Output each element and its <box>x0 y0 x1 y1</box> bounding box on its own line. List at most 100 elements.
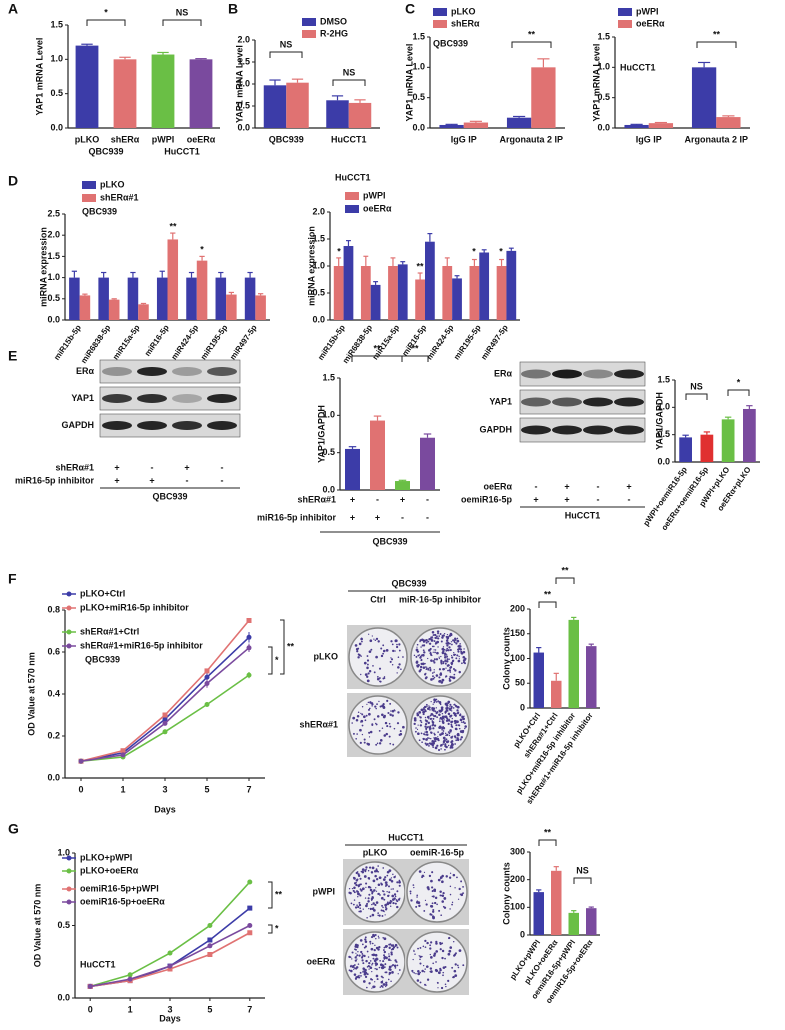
colony <box>462 661 466 664</box>
plate-title: HuCCT1 <box>388 832 424 842</box>
colony <box>448 708 451 710</box>
colony <box>416 712 419 715</box>
colony <box>419 724 423 727</box>
colony <box>459 643 461 645</box>
colony <box>362 962 365 965</box>
colony <box>434 968 438 972</box>
condition-sign: + <box>149 475 154 485</box>
colony <box>429 653 433 656</box>
colony <box>398 733 401 737</box>
bar <box>551 680 562 708</box>
bar <box>186 277 197 320</box>
colony <box>389 742 392 745</box>
colony <box>376 978 379 981</box>
colony <box>379 739 383 742</box>
colony <box>382 703 385 706</box>
colony <box>370 871 374 874</box>
cell-line-label: QBC939 <box>152 491 187 501</box>
colony <box>422 737 425 741</box>
colony <box>356 904 358 906</box>
bar <box>442 266 453 320</box>
colony <box>427 640 430 643</box>
point <box>247 923 253 928</box>
colony <box>439 733 442 736</box>
sig-label: * <box>472 246 476 256</box>
colony <box>352 889 355 892</box>
sig-label: ** <box>169 221 177 231</box>
colony <box>422 945 425 948</box>
colony <box>432 742 435 745</box>
colony <box>433 901 437 905</box>
colony <box>363 661 367 665</box>
colony <box>455 705 458 708</box>
colony <box>460 893 464 897</box>
colony <box>442 646 445 648</box>
colony <box>449 642 451 645</box>
colony <box>438 635 441 637</box>
plate-row-label: pWPI <box>313 886 336 896</box>
colony <box>372 933 375 937</box>
colony <box>440 986 444 990</box>
colony <box>385 883 388 887</box>
colony <box>362 908 364 910</box>
colony <box>451 717 453 720</box>
colony <box>430 701 432 703</box>
colony <box>447 731 450 733</box>
colony <box>427 668 430 671</box>
point <box>167 950 173 956</box>
colony <box>389 905 392 907</box>
colony <box>432 746 435 748</box>
colony <box>432 675 434 678</box>
blot-band <box>552 369 582 379</box>
colony <box>450 663 453 666</box>
colony <box>379 986 382 988</box>
colony <box>436 716 439 719</box>
colony <box>357 656 360 659</box>
colony <box>448 876 452 879</box>
colony <box>431 902 434 905</box>
colony <box>386 870 390 874</box>
colony <box>377 883 381 887</box>
colony <box>440 748 442 750</box>
colony <box>426 705 428 707</box>
colony <box>388 943 391 946</box>
colony <box>415 901 419 904</box>
blot-band <box>552 425 582 435</box>
colony <box>363 738 366 741</box>
cell-line-label: HuCCT1 <box>565 510 601 520</box>
point <box>87 983 93 989</box>
colony <box>439 967 442 970</box>
colony <box>390 951 393 954</box>
colony <box>435 635 438 638</box>
colony <box>443 906 447 909</box>
colony <box>366 986 368 989</box>
sig-bracket <box>86 19 126 26</box>
colony <box>449 729 452 732</box>
colony <box>442 660 445 663</box>
colony <box>361 943 364 946</box>
colony <box>427 721 430 725</box>
legend-marker <box>66 591 72 597</box>
colony <box>364 975 368 978</box>
colony <box>430 970 433 973</box>
colony <box>380 882 382 885</box>
colony <box>444 654 446 657</box>
colony <box>429 647 432 651</box>
colony <box>381 904 383 907</box>
colony <box>354 644 358 647</box>
colony <box>454 974 458 977</box>
colony <box>376 676 379 678</box>
colony <box>436 651 439 655</box>
colony <box>387 711 390 715</box>
colony <box>372 985 376 989</box>
colony <box>428 742 431 745</box>
colony <box>384 881 388 884</box>
colony <box>431 645 434 648</box>
bar <box>463 122 489 128</box>
colony <box>429 944 432 947</box>
colony <box>398 880 401 884</box>
colony <box>421 741 423 744</box>
colony <box>448 949 452 953</box>
sig-label: ** <box>411 343 419 353</box>
colony <box>375 946 379 950</box>
